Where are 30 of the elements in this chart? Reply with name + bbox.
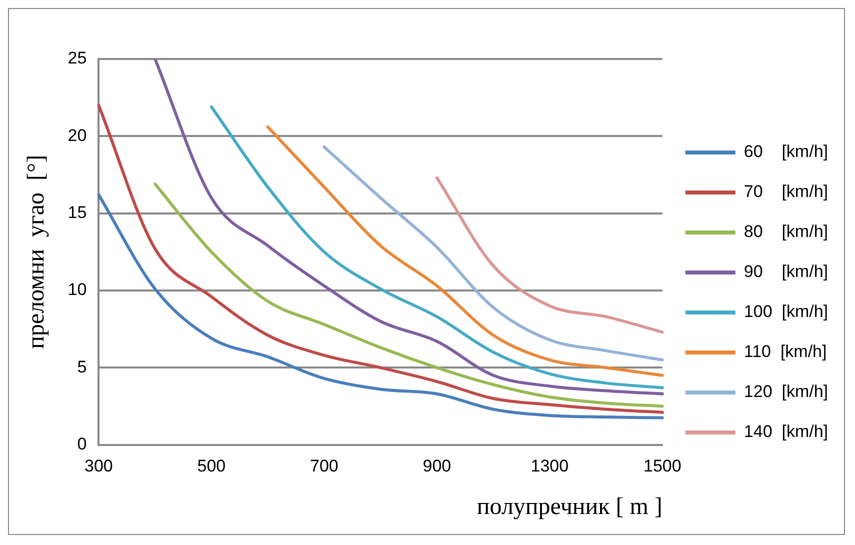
legend-label: 60 [km/h] [744, 142, 828, 162]
y-tick-label: 10 [68, 280, 87, 300]
y-tick-label: 25 [68, 48, 87, 68]
x-tick-label: 1500 [643, 456, 682, 476]
y-tick-label: 15 [68, 203, 87, 222]
legend-label: 80 [km/h] [744, 222, 828, 242]
line-series [154, 59, 664, 396]
legend-label: 110 [km/h] [744, 342, 827, 362]
y-tick-label: 5 [77, 357, 87, 376]
line-series [154, 182, 664, 408]
line-series [97, 193, 664, 420]
y-tick-label: 20 [68, 126, 87, 145]
line-series [435, 176, 664, 334]
x-tick-label: 900 [422, 456, 452, 476]
y-axis-title: преломни угао [°] [24, 154, 50, 349]
line-series [322, 145, 664, 362]
legend-label: 90 [km/h] [744, 262, 828, 282]
legend-label: 120 [km/h] [744, 382, 828, 402]
x-tick-label: 500 [197, 456, 226, 476]
legend-label: 70 [km/h] [744, 182, 828, 202]
x-tick-label: 1300 [530, 456, 569, 476]
x-axis-title: полупречник [ m ] [476, 494, 662, 520]
line-series [97, 104, 664, 414]
line-series [266, 125, 664, 377]
legend-label: 140 [km/h] [744, 422, 828, 442]
x-tick-label: 300 [84, 456, 113, 476]
legend-label: 100 [km/h] [744, 302, 828, 322]
line-series [210, 105, 664, 390]
x-tick-label: 700 [310, 456, 338, 476]
y-tick-label: 0 [77, 434, 87, 454]
